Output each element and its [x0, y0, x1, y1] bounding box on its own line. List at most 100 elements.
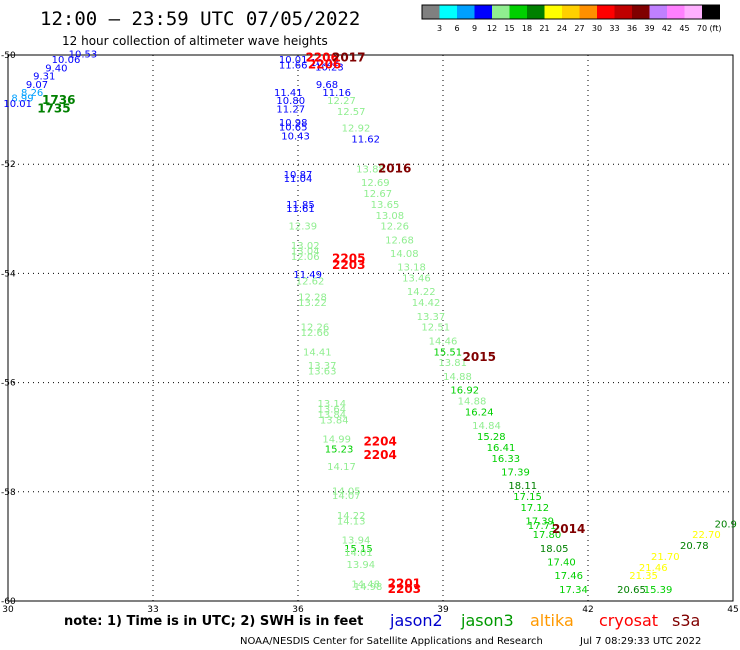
pass-time-label: 2203 [332, 258, 365, 272]
swh-value: 14.48 [351, 579, 380, 590]
swh-value: 10.06 [52, 55, 81, 66]
swh-value: 14.08 [390, 249, 419, 260]
swh-value: 13.37 [417, 312, 446, 323]
colorbar-label: 70 [697, 24, 707, 33]
pass-time-label: 2017 [332, 51, 365, 65]
swh-value: 13.04 [291, 246, 320, 257]
swh-value: 11.85 [286, 200, 315, 211]
swh-value: 11.49 [293, 270, 322, 281]
swh-value: 21.46 [639, 563, 668, 574]
colorbar-swatch [649, 5, 667, 19]
swh-value: 9.68 [316, 80, 338, 91]
swh-value: 11.61 [286, 204, 315, 215]
legend-jason3: jason3 [460, 611, 514, 630]
colorbar-swatch [597, 5, 615, 19]
colorbar-label: 12 [487, 24, 497, 33]
colorbar-label: 30 [592, 24, 602, 33]
footer-timestamp: Jul 7 08:29:33 UTC 2022 [579, 636, 701, 647]
swh-value: 17.80 [533, 530, 562, 541]
swh-value: 13.18 [397, 263, 426, 274]
swh-value: 14.46 [429, 336, 458, 347]
swh-value: 17.39 [501, 467, 530, 478]
swh-value: 20.78 [680, 541, 709, 552]
colorbar-unit: (ft) [709, 24, 721, 33]
swh-value: 18.05 [540, 544, 569, 555]
swh-value: 21.35 [629, 571, 658, 582]
colorbar-label: 3 [437, 24, 442, 33]
swh-value: 17.40 [547, 558, 576, 569]
swh-value: 15.15 [344, 544, 373, 555]
swh-value: 13.46 [402, 274, 431, 285]
colorbar-swatch [439, 5, 457, 19]
swh-value: 10.87 [284, 170, 313, 181]
pass-time-label: 1735 [37, 101, 70, 115]
swh-value: 10.65 [279, 122, 308, 133]
colorbar-label: 45 [679, 24, 689, 33]
colorbar-swatch [614, 5, 632, 19]
colorbar: 3 6 9 12 15 18 21 24 27 30 33 36 39 42 45 70 (ft) [421, 4, 722, 33]
y-tick-label: -52 [1, 160, 16, 170]
swh-value: 14.22 [407, 287, 436, 298]
swh-value: 11.66 [279, 61, 308, 72]
satellite-legend: jason2 jason3 altika cryosat s3a [389, 611, 700, 630]
swh-value: 11.27 [276, 104, 305, 115]
y-tick-label: -60 [1, 597, 16, 607]
swh-value: 12.39 [289, 222, 318, 233]
colorbar-label: 33 [609, 24, 619, 33]
pass-time-label: 2206 [308, 58, 341, 72]
pass-time-label: 2206 [305, 51, 338, 65]
plot-area: 30 33 36 39 42 45-50-52-54-56-58-60 10.5310.0… [1, 50, 739, 615]
swh-value: 12.68 [385, 235, 414, 246]
swh-value: 14.88 [458, 396, 487, 407]
swh-value: 12.27 [327, 96, 356, 107]
plot-frame [7, 54, 734, 602]
swh-value: 21.70 [651, 552, 680, 563]
x-tick-label: 30 [2, 605, 14, 615]
swh-value: 12.26 [301, 323, 330, 334]
swh-value: 11.04 [284, 174, 313, 185]
colorbar-swatch [474, 5, 492, 19]
colorbar-swatch [562, 5, 580, 19]
swh-value: 14.22 [337, 511, 366, 522]
swh-value: 12.67 [363, 189, 392, 200]
swh-value: 15.51 [434, 347, 463, 358]
legend-jason2: jason2 [389, 611, 443, 630]
swh-value: 16.24 [465, 407, 494, 418]
colorbar-label: 15 [504, 24, 514, 33]
pass-time-label: 2205 [332, 251, 365, 265]
swh-value: 14.84 [472, 421, 501, 432]
pass-time-label: 1736 [42, 93, 75, 107]
swh-value: 14.17 [327, 462, 356, 473]
pass-time-label: 2204 [363, 448, 396, 462]
colorbar-swatch [527, 5, 545, 19]
swh-value: 9.31 [33, 72, 55, 83]
colorbar-label: 39 [644, 24, 654, 33]
swh-value: 8.99 [11, 93, 33, 104]
swh-value: 12.66 [301, 328, 330, 339]
swh-value: 14.42 [412, 298, 441, 309]
colorbar-swatch [632, 5, 650, 19]
x-tick-label: 36 [292, 605, 304, 615]
x-tick-label: 39 [437, 605, 449, 615]
swh-value: 11.41 [274, 88, 303, 99]
y-tick-label: -54 [1, 269, 16, 279]
swh-value: 13.02 [291, 241, 320, 252]
colorbar-label: 6 [454, 24, 459, 33]
swh-value: 16.33 [492, 454, 521, 465]
legend-note: note: 1) Time is in UTC; 2) SWH is in fe… [64, 614, 363, 629]
colorbar-swatch [509, 5, 527, 19]
colorbar-swatch [579, 5, 597, 19]
legend-altika: altika [530, 611, 574, 630]
swh-value: 17.71 [528, 521, 557, 532]
swh-value: 16.41 [487, 443, 516, 454]
colorbar-swatch [667, 5, 685, 19]
colorbar-swatch [422, 5, 440, 19]
swh-value: 12.62 [296, 276, 325, 287]
swh-value: 12.28 [298, 293, 327, 304]
legend-s3a: s3a [672, 611, 700, 630]
swh-value: 20.65 [617, 585, 646, 596]
legend-cryosat: cryosat [599, 611, 658, 630]
swh-value: 13.94 [347, 560, 376, 571]
colorbar-swatch [457, 5, 475, 19]
colorbar-swatch [684, 5, 702, 19]
